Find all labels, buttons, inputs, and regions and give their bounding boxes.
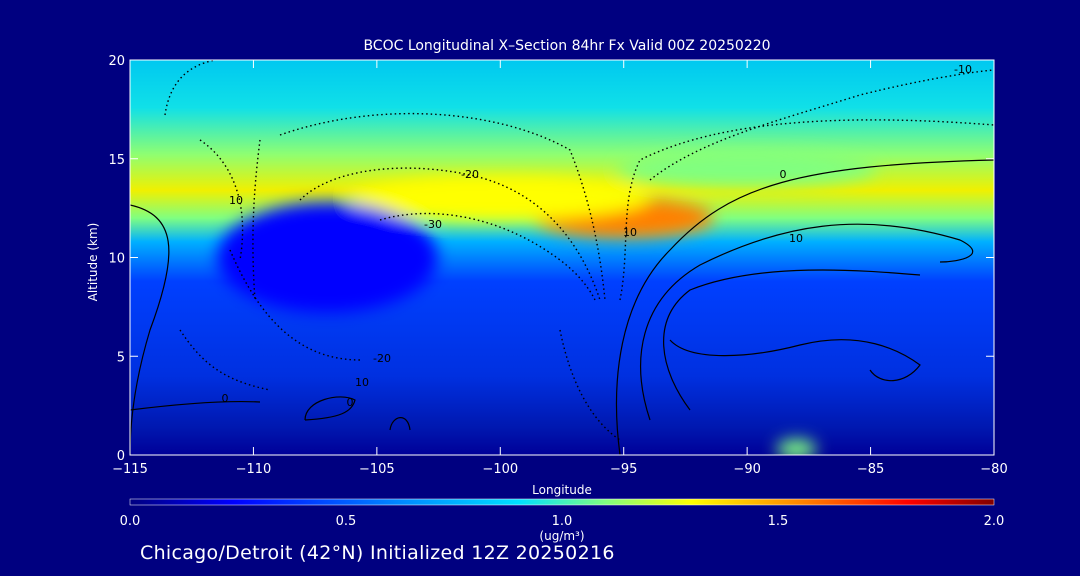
x-tick-label: −100 — [482, 462, 518, 477]
contour-label: -10 — [954, 63, 972, 76]
y-tick-label: 10 — [108, 252, 125, 267]
contour-line — [379, 212, 596, 301]
bcoc-feature — [617, 150, 878, 187]
contour-label: 0 — [347, 396, 354, 409]
bcoc-feature — [776, 439, 817, 455]
contour-label: 10 — [789, 232, 803, 245]
contour-line — [304, 396, 356, 421]
contour-line — [130, 400, 261, 411]
contour-line — [389, 417, 411, 431]
y-axis: 0 5 10 15 20 — [108, 54, 994, 464]
colorbar-tick-label: 1.0 — [552, 514, 573, 529]
contour-label: 10 — [355, 376, 369, 389]
chart-title: BCOC Longitudinal X–Section 84hr Fx Vali… — [363, 38, 770, 54]
contour-line — [663, 269, 921, 411]
colorbar-tick-label: 2.0 — [984, 514, 1005, 529]
contour-label: 0 — [222, 392, 229, 405]
x-tick-label: −110 — [236, 462, 272, 477]
x-axis-label: Longitude — [532, 483, 592, 497]
colorbar-tick-label: 1.5 — [768, 514, 789, 529]
contour-label: -30 — [424, 218, 442, 231]
colorbar-units: (ug/m³) — [539, 529, 584, 543]
bcoc-feature — [350, 176, 651, 221]
x-tick-label: −90 — [733, 462, 760, 477]
colorbar-tick-label: 0.0 — [120, 514, 141, 529]
contour-line — [649, 69, 994, 181]
contour-line — [640, 223, 974, 421]
contour-label: -20 — [461, 168, 479, 181]
contour-line — [279, 112, 606, 301]
contour-line — [669, 339, 921, 382]
footer-caption: Chicago/Detroit (42°N) Initialized 12Z 2… — [140, 542, 615, 564]
bcoc-feature — [217, 202, 438, 313]
colorbar-tick-label: 0.5 — [336, 514, 357, 529]
contour-label: 0 — [780, 168, 787, 181]
x-tick-label: −85 — [857, 462, 884, 477]
y-axis-label: Altitude (km) — [86, 223, 100, 302]
x-tick-label: −105 — [359, 462, 395, 477]
x-tick-label: −115 — [112, 462, 148, 477]
contour-line — [252, 139, 261, 301]
colorbar-ticks: 0.0 0.5 1.0 1.5 2.0 — [120, 514, 1005, 529]
contour-line — [164, 60, 216, 116]
contour-line — [130, 204, 170, 455]
y-tick-label: 5 — [117, 350, 125, 365]
contour-line — [619, 119, 994, 301]
contour-label: 10 — [229, 194, 243, 207]
x-tick-label: −95 — [610, 462, 637, 477]
x-tick-label: −80 — [980, 462, 1007, 477]
contour-line — [615, 159, 994, 455]
y-tick-label: 0 — [117, 449, 125, 464]
contour-label: 10 — [623, 226, 637, 239]
y-tick-label: 20 — [108, 54, 125, 69]
contour-label: -20 — [373, 352, 391, 365]
contour-line — [179, 329, 271, 391]
contour-line — [299, 167, 601, 301]
y-tick-label: 15 — [108, 153, 125, 168]
x-axis: −115 −110 −105 −100 −95 −90 −85 −80 — [112, 60, 1008, 477]
colorbar — [129, 498, 995, 506]
